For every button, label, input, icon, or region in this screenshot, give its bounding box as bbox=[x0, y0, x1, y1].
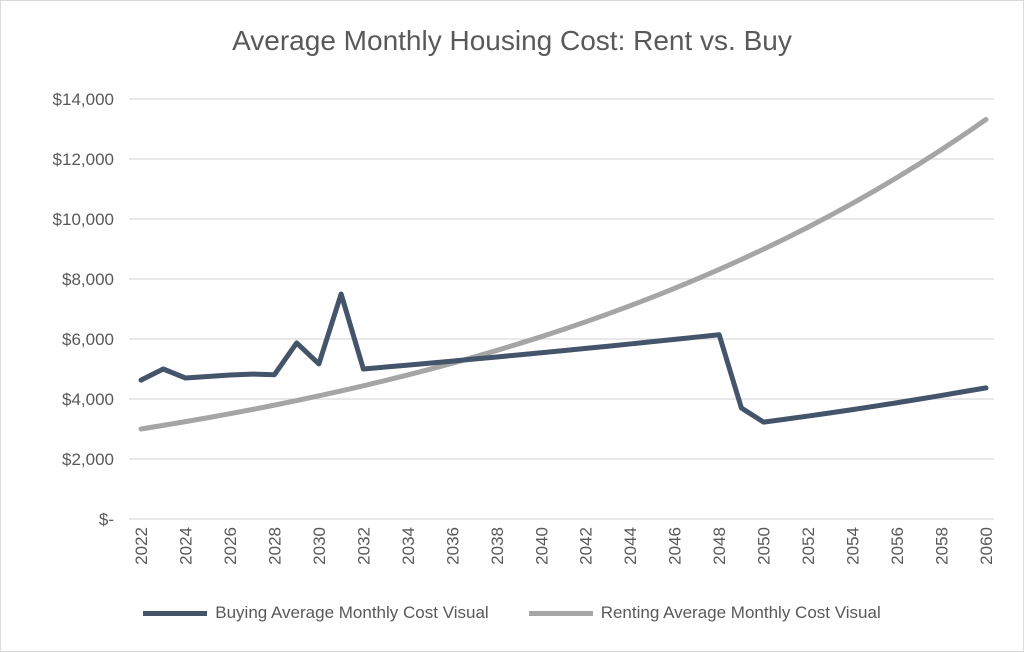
y-tick-label: $14,000 bbox=[53, 90, 114, 109]
x-tick-label: 2022 bbox=[132, 527, 151, 565]
x-tick-label: 2046 bbox=[666, 527, 685, 565]
y-tick-label: $10,000 bbox=[53, 210, 114, 229]
series-line-renting bbox=[138, 116, 989, 432]
y-tick-label: $12,000 bbox=[53, 150, 114, 169]
legend-swatch bbox=[528, 610, 593, 616]
series-line-buying bbox=[138, 291, 989, 425]
x-tick-label: 2030 bbox=[310, 527, 329, 565]
x-tick-label: 2026 bbox=[221, 527, 240, 565]
x-tick-label: 2050 bbox=[755, 527, 774, 565]
x-tick-label: 2028 bbox=[265, 527, 284, 565]
x-tick-label: 2034 bbox=[399, 527, 418, 565]
chart-title: Average Monthly Housing Cost: Rent vs. B… bbox=[232, 25, 792, 56]
x-tick-label: 2054 bbox=[844, 527, 863, 565]
legend: Buying Average Monthly Cost Visual Renti… bbox=[1, 603, 1023, 623]
x-tick-label: 2056 bbox=[888, 527, 907, 565]
y-tick-label: $6,000 bbox=[62, 330, 114, 349]
x-tick-label: 2048 bbox=[710, 527, 729, 565]
x-tick-label: 2044 bbox=[621, 527, 640, 565]
x-tick-label: 2036 bbox=[443, 527, 462, 565]
x-tick-label: 2024 bbox=[176, 527, 195, 565]
x-tick-label: 2038 bbox=[488, 527, 507, 565]
legend-label: Buying Average Monthly Cost Visual bbox=[215, 603, 489, 622]
legend-swatch bbox=[143, 610, 208, 616]
y-tick-label: $- bbox=[99, 510, 114, 529]
x-tick-label: 2052 bbox=[799, 527, 818, 565]
x-tick-label: 2060 bbox=[977, 527, 996, 565]
y-tick-label: $8,000 bbox=[62, 270, 114, 289]
x-tick-label: 2042 bbox=[577, 527, 596, 565]
x-tick-label: 2058 bbox=[933, 527, 952, 565]
y-tick-label: $2,000 bbox=[62, 450, 114, 469]
legend-item-buying: Buying Average Monthly Cost Visual bbox=[143, 603, 489, 623]
legend-label: Renting Average Monthly Cost Visual bbox=[600, 603, 881, 622]
x-tick-label: 2032 bbox=[354, 527, 373, 565]
y-tick-label: $4,000 bbox=[62, 390, 114, 409]
legend-item-renting: Renting Average Monthly Cost Visual bbox=[528, 603, 881, 623]
x-tick-label: 2040 bbox=[532, 527, 551, 565]
